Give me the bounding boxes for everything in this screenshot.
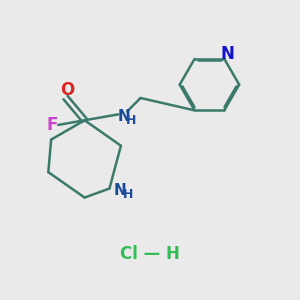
Text: F: F	[46, 116, 57, 134]
Text: N: N	[221, 45, 235, 63]
Text: N: N	[113, 182, 126, 197]
Text: N: N	[117, 109, 130, 124]
Text: H: H	[123, 188, 133, 201]
Text: O: O	[60, 81, 74, 99]
Text: Cl — H: Cl — H	[120, 245, 180, 263]
Text: H: H	[126, 114, 136, 127]
